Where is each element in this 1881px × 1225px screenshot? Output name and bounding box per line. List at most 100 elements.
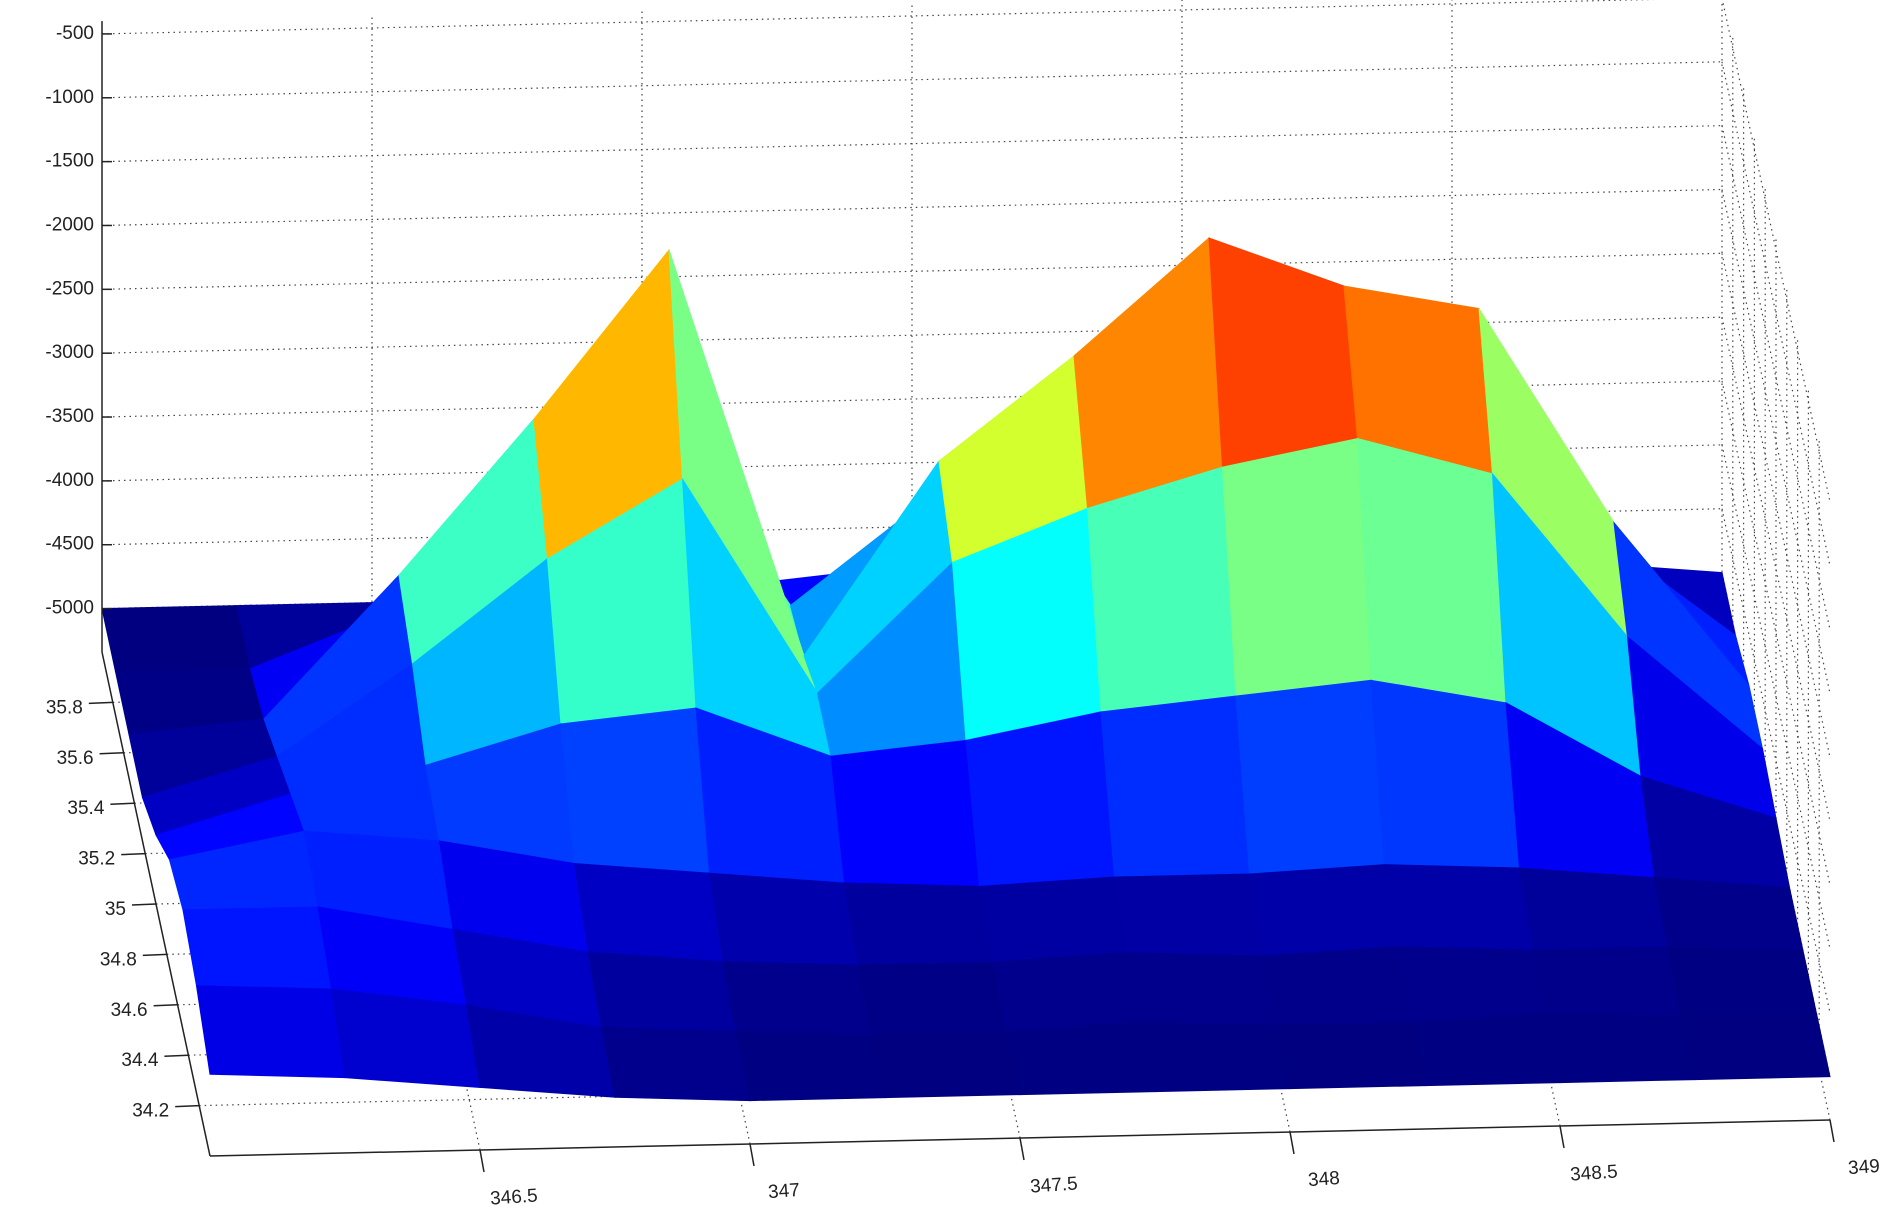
surface-patch	[560, 707, 711, 874]
y-tick-label: 34.2	[132, 1101, 169, 1122]
surface-patch	[722, 961, 873, 1036]
surface-patch	[1356, 437, 1507, 704]
y-tick	[164, 1054, 189, 1057]
surface-patch	[1370, 679, 1521, 869]
y-tick	[99, 752, 124, 755]
surface-patch	[978, 876, 1129, 963]
surface-patch	[573, 862, 724, 963]
surface-patch	[1383, 864, 1534, 951]
surface-patch	[1221, 437, 1372, 697]
z-tick-label: -4500	[45, 534, 94, 555]
y-tick	[110, 802, 135, 805]
grid-line	[1721, 253, 1831, 758]
z-tick-label: -500	[56, 23, 94, 44]
z-tick-label: -1500	[45, 151, 94, 172]
y-tick-label: 35.2	[78, 849, 115, 870]
surface-patch	[1262, 946, 1413, 1027]
surface-patch	[1653, 877, 1804, 952]
surface-patch	[1113, 873, 1264, 957]
surface-patch	[992, 952, 1143, 1033]
x-tick-label: 349	[1847, 1156, 1880, 1179]
x-tick-label: 348.5	[1570, 1161, 1619, 1185]
surface-patch	[1005, 1021, 1156, 1096]
y-tick-label: 35	[105, 899, 126, 920]
grid-line	[1721, 189, 1831, 694]
y-tick-label: 34.6	[111, 1000, 148, 1021]
surface-patch	[101, 605, 252, 673]
surface-patch	[1680, 1013, 1831, 1081]
surface-patch	[600, 1027, 751, 1102]
x-tick-label: 346.5	[490, 1185, 539, 1209]
surface-patch	[1235, 679, 1386, 875]
x-tick-label: 348	[1307, 1168, 1340, 1191]
y-tick-label: 34.4	[121, 1050, 158, 1071]
surface-patch	[1127, 952, 1278, 1027]
surface-patch	[182, 906, 333, 990]
surface-patch	[330, 988, 481, 1088]
x-tick	[749, 1143, 755, 1167]
grid-line	[101, 188, 1723, 227]
grid-line	[1721, 125, 1831, 630]
z-tick-label: -4000	[45, 470, 94, 491]
grid-line	[1721, 508, 1831, 1013]
y-tick	[131, 903, 157, 906]
y-tick-label: 34.8	[100, 949, 137, 970]
surface-patch	[965, 711, 1116, 887]
y-tick	[142, 953, 167, 957]
grid-line	[199, 1069, 1820, 1107]
surface-patch	[857, 961, 1008, 1036]
surface-patch	[708, 872, 859, 966]
surface-patch	[1532, 946, 1683, 1018]
grid-line	[1721, 317, 1831, 822]
grid-line	[101, 380, 1723, 418]
z-tick-label: -5000	[45, 598, 94, 619]
y-tick-label: 35.6	[57, 748, 94, 769]
z-tick-label: -3500	[45, 406, 94, 427]
surface-patch	[1410, 1012, 1561, 1087]
surface-patch	[843, 882, 994, 966]
surface-patch	[1086, 466, 1237, 713]
surface-patch	[1100, 695, 1251, 878]
surface-patch	[1545, 1012, 1696, 1084]
surface-patch	[1208, 237, 1359, 468]
y-tick	[88, 701, 113, 705]
grid-line	[101, 252, 1723, 290]
x-tick-label: 347	[767, 1180, 800, 1203]
surface-patch	[1140, 1021, 1291, 1093]
surface-patch	[195, 985, 346, 1079]
z-tick-label: -2000	[45, 214, 94, 235]
surface-patch	[735, 1030, 886, 1102]
z-tick-label: -2500	[45, 278, 94, 299]
grid-line	[101, 316, 1723, 354]
surface-patch	[1518, 867, 1669, 951]
surface-patch	[1667, 946, 1818, 1018]
grid-line	[1721, 0, 1831, 503]
z-tick-label: -1000	[45, 87, 94, 108]
x-tick	[1829, 1119, 1835, 1143]
surface-patch	[1073, 237, 1224, 510]
surface-patch	[1397, 946, 1548, 1024]
surface-patch	[587, 951, 738, 1032]
grid-line	[101, 508, 1723, 546]
grid-line	[101, 0, 1656, 35]
z-tick-label: -3000	[45, 342, 94, 363]
grid-line	[1721, 61, 1831, 566]
x-tick	[1289, 1131, 1295, 1155]
x-tick	[479, 1149, 485, 1173]
grid-line	[1721, 444, 1831, 950]
surface-patch	[830, 739, 981, 887]
y-tick	[121, 852, 146, 856]
grid-line	[101, 61, 1723, 99]
y-tick	[175, 1104, 200, 1108]
grid-line	[1721, 380, 1831, 886]
surface-patch	[1248, 864, 1399, 957]
surface-patch	[870, 1031, 1021, 1099]
y-tick-label: 35.8	[46, 697, 83, 718]
x-tick-label: 347.5	[1030, 1173, 1079, 1197]
surface-patch	[1275, 1022, 1426, 1090]
x-tick	[1559, 1125, 1565, 1149]
x-tick	[1019, 1137, 1025, 1161]
y-tick	[153, 1004, 178, 1007]
